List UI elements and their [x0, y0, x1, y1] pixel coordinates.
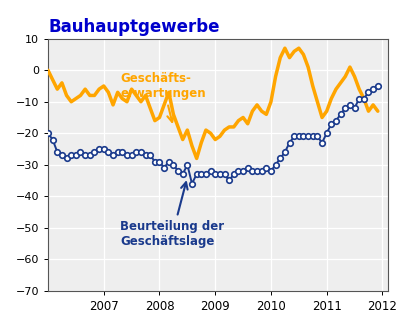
Text: Geschäfts-
erwartungen: Geschäfts- erwartungen [120, 72, 206, 122]
Text: Bauhauptgewerbe: Bauhauptgewerbe [48, 18, 220, 36]
Text: Beurteilung der
Geschäftslage: Beurteilung der Geschäftslage [120, 182, 224, 248]
